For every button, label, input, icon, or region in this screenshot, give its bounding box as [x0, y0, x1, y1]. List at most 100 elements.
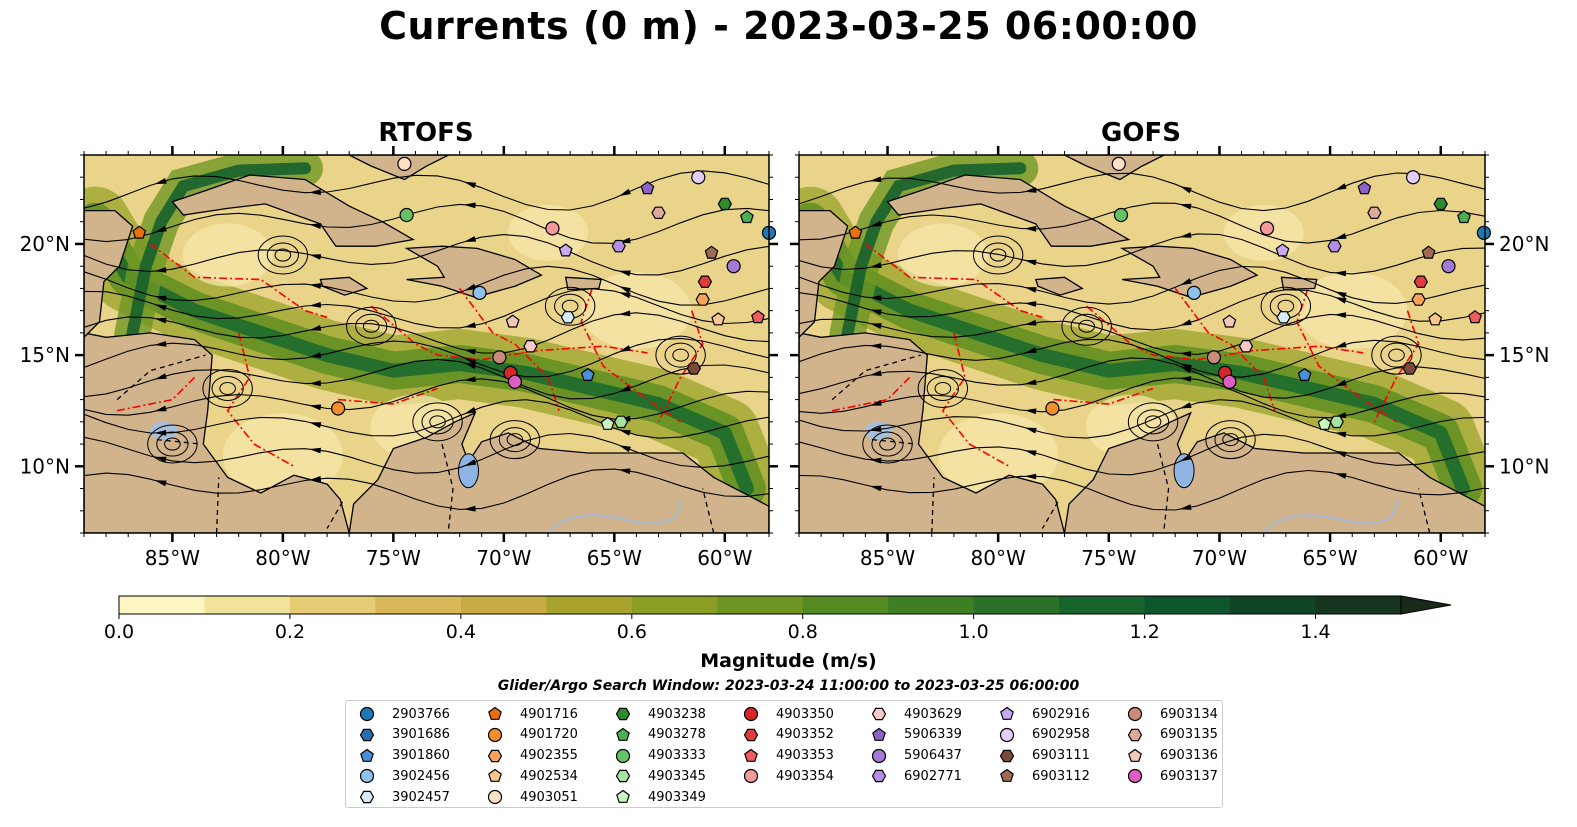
float-marker-4903345	[613, 415, 629, 429]
eddy-streamline	[219, 381, 236, 395]
eddy-streamline	[1070, 313, 1103, 339]
legend-label: 4901716	[520, 706, 578, 722]
float-marker-6903137	[507, 374, 522, 389]
streamline	[799, 433, 1485, 476]
streamline	[799, 289, 1485, 331]
streamline-arrow	[869, 323, 882, 329]
land-mass	[84, 209, 134, 339]
legend-label: 4902355	[520, 748, 578, 764]
eddy-streamline	[982, 242, 1015, 268]
float-marker-4901720	[331, 401, 346, 416]
streamline-arrow	[309, 223, 322, 229]
streamline-arrow	[869, 295, 882, 301]
legend-item-2903766: 2903766	[358, 704, 450, 724]
legend-marker-4903345	[615, 770, 631, 783]
legend-label: 6903137	[1160, 768, 1218, 784]
eez-boundary	[864, 243, 1043, 319]
float-marker-4902355	[1411, 293, 1426, 306]
float-marker-3902457	[560, 311, 576, 324]
eez-boundary	[226, 332, 295, 467]
calm-patch	[222, 413, 343, 498]
streamline-arrow	[1024, 301, 1037, 307]
land-mass	[171, 174, 416, 247]
eez-boundary	[1053, 387, 1154, 405]
streamline-arrow	[309, 352, 322, 358]
legend-label: 5906437	[904, 748, 962, 764]
streamline-arrow	[463, 202, 476, 209]
figure-title: Currents (0 m) - 2023-03-25 06:00:00	[379, 4, 1198, 48]
legend-label: 4903238	[648, 706, 706, 722]
streamline-arrow	[618, 286, 631, 294]
streamline-arrow	[464, 459, 477, 467]
eddy-streamline	[672, 348, 689, 362]
colorbar-segment	[375, 596, 462, 614]
y-tick-label: 20°N	[20, 232, 70, 256]
eddy-streamline	[1214, 427, 1247, 453]
river	[1262, 499, 1398, 533]
colorbar-segment	[289, 596, 376, 614]
eddy-streamline	[274, 248, 292, 262]
float-marker-6903112	[1421, 245, 1436, 259]
eddy-streamline	[544, 286, 596, 326]
streamline-arrow	[463, 322, 476, 328]
eddy-streamline	[989, 248, 1007, 262]
streamline-arrow	[154, 295, 167, 302]
legend-label: 4903345	[648, 768, 706, 784]
legend-marker-4902534	[488, 769, 502, 783]
streamline	[799, 202, 1485, 244]
legend-marker-icon	[488, 769, 502, 783]
legend-item-6903136: 6903136	[1126, 746, 1218, 766]
colorbar-label: Magnitude (m/s)	[700, 650, 877, 672]
streamline-arrow	[464, 283, 477, 291]
land-mass	[1063, 411, 1485, 533]
legend-marker-4903629	[871, 707, 887, 721]
streamline	[84, 288, 769, 329]
streamline-arrow	[869, 400, 882, 406]
streamline-arrow	[1024, 319, 1037, 326]
legend-marker-icon	[1128, 748, 1142, 762]
float-marker-5906437	[726, 259, 741, 274]
eddy-streamline	[147, 424, 198, 464]
colorbar-tick-label: 0.8	[788, 621, 818, 643]
eez-boundary	[338, 387, 438, 405]
streamline-arrow	[309, 380, 321, 387]
map-field	[799, 155, 1485, 533]
streamline	[84, 432, 769, 474]
legend-marker-4903352	[743, 728, 759, 741]
streamline	[799, 172, 1485, 212]
float-marker-3902456	[472, 285, 487, 300]
eddy-streamline	[506, 433, 524, 447]
streamline-arrow	[463, 376, 476, 383]
streamline-arrow	[463, 349, 476, 355]
streamline-arrow	[154, 317, 167, 324]
streamline-arrow	[618, 345, 631, 353]
streamline-arrow	[309, 447, 322, 454]
legend-label: 4903350	[776, 706, 834, 722]
eddy-streamline	[202, 368, 253, 408]
eddy-streamline	[362, 319, 380, 333]
streamline-arrow	[1334, 341, 1347, 348]
legend-marker-icon	[359, 769, 375, 784]
legend-marker-icon	[744, 748, 758, 762]
streamline-arrow	[154, 373, 167, 380]
eddy-streamline	[934, 381, 952, 395]
streamline-arrow	[1179, 203, 1192, 210]
x-tick-label: 75°W	[366, 546, 421, 570]
colorbar-tick-label: 0.6	[617, 621, 647, 643]
legend-item-3901686: 3901686	[358, 725, 450, 745]
eddy-streamline	[1205, 420, 1256, 460]
legend-label: 6903135	[1160, 727, 1218, 743]
legend-marker-3902456	[359, 769, 375, 784]
float-marker-4903051	[397, 156, 412, 171]
streamline-arrow	[869, 176, 882, 183]
legend-marker-icon	[487, 790, 503, 805]
streamline-arrow	[1024, 408, 1037, 415]
legend-label: 3902457	[392, 789, 450, 805]
streamline-arrow	[1334, 297, 1347, 304]
legend-marker-6903137	[1127, 769, 1143, 784]
eddy-streamline	[926, 375, 959, 401]
legend-marker-icon	[487, 749, 503, 762]
eddy-streamline	[498, 427, 531, 453]
streamline-arrow	[1334, 312, 1347, 318]
streamline	[799, 469, 1485, 511]
